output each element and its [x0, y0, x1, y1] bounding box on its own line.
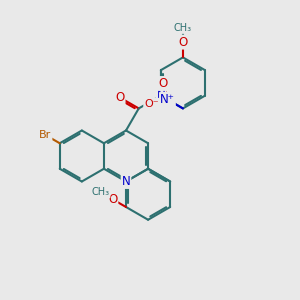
Text: N: N: [157, 89, 165, 102]
Text: Br: Br: [39, 130, 52, 140]
Text: CH₃: CH₃: [174, 23, 192, 33]
Text: O: O: [116, 91, 124, 104]
Text: CH₃: CH₃: [92, 187, 110, 197]
Text: N⁺: N⁺: [160, 93, 175, 106]
Text: N: N: [163, 93, 172, 106]
Text: O: O: [108, 193, 117, 206]
Text: N: N: [122, 175, 130, 188]
Text: O: O: [178, 36, 188, 49]
Text: H: H: [157, 78, 165, 88]
Text: O⁻: O⁻: [144, 99, 159, 109]
Text: O: O: [158, 77, 168, 90]
